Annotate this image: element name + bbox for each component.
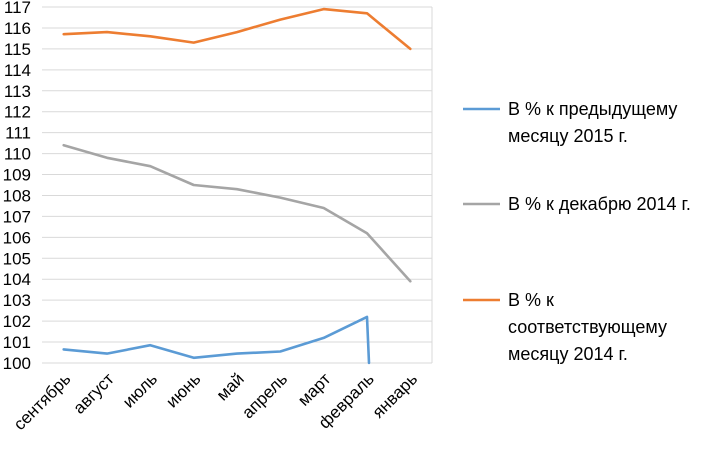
series-lines <box>62 7 412 365</box>
y-tick-label: 105 <box>3 249 31 268</box>
x-tick-label: март <box>294 369 334 409</box>
y-tick-label: 101 <box>3 333 31 352</box>
y-tick-label: 104 <box>3 270 31 289</box>
y-tick-label: 111 <box>5 124 31 143</box>
y-tick-label: 115 <box>4 40 31 59</box>
y-tick-label: 106 <box>3 228 31 247</box>
y-tick-label: 109 <box>3 166 31 185</box>
series-line-1 <box>62 143 412 283</box>
gridlines <box>42 6 433 364</box>
y-tick-label: 108 <box>3 186 31 205</box>
y-tick-label: 117 <box>4 0 31 17</box>
y-tick-label: 102 <box>3 312 31 331</box>
legend: В % к предыдущему месяцу 2015 г. В % к дек… <box>463 99 691 364</box>
y-tick-label: 113 <box>4 82 31 101</box>
y-tick-label: 116 <box>4 19 31 38</box>
x-tick-label: июнь <box>162 369 204 411</box>
legend-label-2: соответствующему <box>508 317 667 337</box>
y-tick-label: 114 <box>4 61 31 80</box>
y-tick-label: 110 <box>4 145 31 164</box>
legend-label-0: В % к предыдущему <box>508 99 677 119</box>
x-tick-label: июль <box>119 369 161 411</box>
series-line-0 <box>62 315 371 365</box>
legend-label-2: месяцу 2014 г. <box>508 344 628 364</box>
legend-label-0: месяцу 2015 г. <box>508 126 628 146</box>
series-line-2 <box>62 7 412 51</box>
y-tick-label: 103 <box>3 291 31 310</box>
y-tick-label: 112 <box>4 103 31 122</box>
x-tick-label: сентябрь <box>10 369 75 434</box>
x-tick-label: январь <box>369 369 422 422</box>
y-tick-label: 100 <box>3 354 31 373</box>
x-tick-label: апрель <box>238 369 291 422</box>
legend-label-2: В % к <box>508 290 554 310</box>
x-tick-label: август <box>70 369 118 417</box>
y-tick-label: 107 <box>3 207 31 226</box>
x-tick-label: май <box>213 369 248 404</box>
legend-label-1: В % к декабрю 2014 г. <box>508 194 691 214</box>
